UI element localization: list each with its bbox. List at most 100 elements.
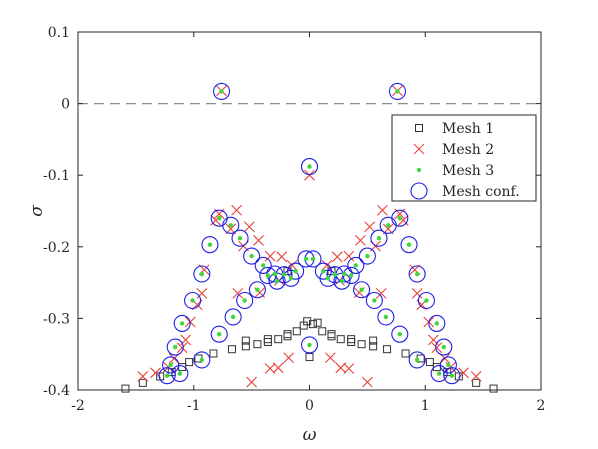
data-marks-layer	[121, 82, 498, 393]
mesh-conf--point	[408, 351, 426, 369]
mesh-3-point	[217, 215, 222, 221]
mesh-2-point	[324, 352, 336, 364]
mesh-2-point	[304, 169, 315, 181]
y-tick-label: -0.1	[43, 168, 70, 184]
mesh-2-point	[137, 371, 149, 382]
mesh-3-point	[353, 263, 358, 268]
mesh-1-point	[313, 318, 322, 327]
legend: Mesh 1 Mesh 2 Mesh 3 Mesh conf.	[391, 114, 537, 202]
mesh-3-point	[190, 298, 195, 303]
mesh-1-point	[425, 358, 434, 367]
mesh-3-point	[348, 273, 354, 278]
mesh-3-point	[395, 89, 400, 94]
mesh-2-point	[343, 250, 355, 262]
mesh-3-point	[177, 371, 183, 376]
x-tick-label: 0	[305, 398, 314, 414]
mesh-3-point	[365, 253, 370, 259]
mesh-conf--point	[435, 338, 453, 356]
mesh-3-point	[261, 263, 266, 268]
y-tick-label: -0.3	[43, 311, 70, 327]
mesh-conf--point	[430, 364, 448, 383]
mesh-conf--point	[443, 367, 461, 385]
mesh-conf--point	[184, 291, 202, 310]
legend-label: Mesh 2	[442, 142, 494, 158]
mesh-3-point	[424, 298, 429, 303]
mesh-conf--point	[319, 269, 337, 287]
mesh-2-point	[264, 250, 276, 262]
mesh-2-legend-marker	[413, 143, 425, 155]
mesh-conf--point	[391, 325, 409, 343]
mesh-3-point	[376, 236, 382, 241]
mesh-conf--point	[300, 336, 319, 354]
mesh-1-point	[241, 342, 250, 351]
mesh-1-point	[308, 320, 317, 329]
mesh-3-point	[406, 242, 412, 247]
mesh-2-point	[176, 342, 188, 354]
ticks-layer: -2 -1 0 1 2 -0.4 -0.3 -0.2 -0.1 0 0.1	[43, 25, 545, 414]
mesh-3-point	[168, 362, 173, 368]
mesh-conf--point	[333, 272, 351, 290]
mesh-conf--point	[201, 236, 219, 254]
mesh-conf--point	[370, 229, 388, 247]
mesh-conf--point	[347, 256, 365, 274]
mesh-conf--legend-marker	[410, 182, 428, 200]
mesh-2-point	[361, 376, 373, 388]
mesh-1-point	[121, 384, 130, 393]
mesh-1-point	[263, 335, 272, 344]
mesh-3-point	[179, 321, 185, 326]
mesh-conf--point	[400, 236, 418, 254]
mesh-3-point	[230, 314, 236, 320]
mesh-2-point	[364, 221, 376, 233]
mesh-conf--point	[254, 256, 272, 274]
x-tick-label: -1	[187, 398, 201, 414]
mesh-3-point	[303, 256, 309, 262]
y-tick-label: -0.4	[43, 383, 70, 399]
mesh-conf--point	[210, 325, 228, 343]
mesh-2-point	[272, 362, 284, 374]
mesh-3-point	[173, 344, 178, 350]
mesh-3-point	[441, 344, 446, 350]
mesh-conf--point	[365, 291, 383, 310]
mesh-3-point	[242, 298, 247, 303]
mesh-2-point	[335, 362, 347, 374]
mesh-2-point	[431, 342, 443, 354]
mesh-2-point	[355, 234, 366, 246]
mesh-conf--point	[417, 291, 435, 310]
mesh-3-point	[449, 373, 455, 378]
mesh-conf--point	[193, 265, 211, 283]
legend-label: Mesh 3	[442, 163, 494, 179]
mesh-1-point	[401, 349, 410, 358]
mesh-3-legend-marker	[416, 167, 422, 173]
mesh-2-point	[375, 287, 387, 299]
mesh-3-point	[265, 273, 271, 278]
mesh-1-point	[138, 378, 147, 387]
mesh-3-point	[307, 164, 312, 169]
mesh-1-point	[209, 349, 218, 358]
mesh-3-point	[414, 357, 420, 363]
legend-label: Mesh conf.	[442, 184, 520, 200]
mesh-2-point	[283, 352, 295, 364]
mesh-3-point	[274, 278, 280, 284]
mesh-conf--point	[358, 247, 376, 265]
mesh-3-point	[249, 253, 254, 259]
mesh-3-point	[199, 357, 205, 363]
mesh-1-point	[327, 332, 336, 341]
mesh-3-point	[293, 268, 298, 274]
mesh-1-point	[347, 338, 356, 347]
mesh-3-point	[434, 321, 440, 326]
mesh-3-point	[272, 271, 277, 277]
mesh-3-point	[397, 215, 402, 221]
mesh-2-point	[470, 371, 482, 382]
mesh-3-point	[307, 342, 312, 348]
x-tick-label: -2	[71, 398, 85, 414]
mesh-3-point	[339, 278, 345, 284]
mesh-conf--point	[171, 364, 189, 383]
mesh-conf--point	[166, 338, 184, 356]
mesh-3-point	[414, 271, 420, 277]
mesh-1-point	[283, 330, 292, 339]
y-tick-label: -0.2	[43, 240, 70, 256]
mesh-1-point	[489, 384, 498, 393]
mesh-1-point	[274, 335, 283, 344]
mesh-conf--point	[224, 308, 242, 326]
mesh-conf--point	[300, 158, 319, 176]
